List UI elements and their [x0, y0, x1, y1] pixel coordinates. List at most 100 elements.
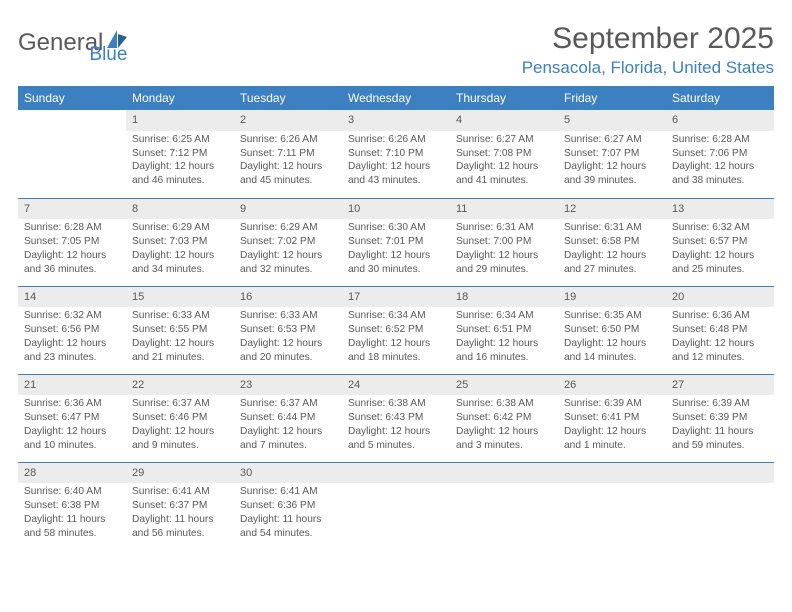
day-details: Sunrise: 6:38 AMSunset: 6:43 PMDaylight:…: [342, 395, 450, 456]
sunset-text: Sunset: 6:53 PM: [240, 323, 336, 337]
daylight-text-1: Daylight: 12 hours: [132, 425, 228, 439]
daylight-text-2: and 27 minutes.: [564, 263, 660, 277]
calendar-cell: 28Sunrise: 6:40 AMSunset: 6:38 PMDayligh…: [18, 462, 126, 550]
daylight-text-2: and 12 minutes.: [672, 351, 768, 365]
month-title: September 2025: [522, 22, 774, 56]
sunset-text: Sunset: 7:05 PM: [24, 235, 120, 249]
day-details: Sunrise: 6:27 AMSunset: 7:08 PMDaylight:…: [450, 131, 558, 192]
day-details: Sunrise: 6:34 AMSunset: 6:52 PMDaylight:…: [342, 307, 450, 368]
sunrise-text: Sunrise: 6:39 AM: [564, 397, 660, 411]
day-details: Sunrise: 6:37 AMSunset: 6:46 PMDaylight:…: [126, 395, 234, 456]
daylight-text-2: and 34 minutes.: [132, 263, 228, 277]
empty-day-bar: [666, 463, 774, 484]
sunset-text: Sunset: 6:39 PM: [672, 411, 768, 425]
daylight-text-1: Daylight: 12 hours: [132, 160, 228, 174]
calendar-cell: 14Sunrise: 6:32 AMSunset: 6:56 PMDayligh…: [18, 286, 126, 374]
sunrise-text: Sunrise: 6:31 AM: [564, 221, 660, 235]
day-details: Sunrise: 6:39 AMSunset: 6:39 PMDaylight:…: [666, 395, 774, 456]
day-details: Sunrise: 6:35 AMSunset: 6:50 PMDaylight:…: [558, 307, 666, 368]
sunset-text: Sunset: 6:55 PM: [132, 323, 228, 337]
daylight-text-2: and 36 minutes.: [24, 263, 120, 277]
calendar-table: Sunday Monday Tuesday Wednesday Thursday…: [18, 86, 774, 550]
day-number: 12: [558, 199, 666, 220]
day-number: 16: [234, 287, 342, 308]
sunset-text: Sunset: 6:58 PM: [564, 235, 660, 249]
day-details: Sunrise: 6:28 AMSunset: 7:05 PMDaylight:…: [18, 219, 126, 280]
daylight-text-1: Daylight: 12 hours: [240, 160, 336, 174]
day-number: 25: [450, 375, 558, 396]
day-number: 28: [18, 463, 126, 484]
calendar-cell: [558, 462, 666, 550]
logo-text-sub: Blue: [89, 44, 127, 66]
daylight-text-2: and 14 minutes.: [564, 351, 660, 365]
day-number: 9: [234, 199, 342, 220]
sunset-text: Sunset: 7:12 PM: [132, 147, 228, 161]
day-details: Sunrise: 6:32 AMSunset: 6:56 PMDaylight:…: [18, 307, 126, 368]
sunset-text: Sunset: 6:57 PM: [672, 235, 768, 249]
day-number: 23: [234, 375, 342, 396]
sunrise-text: Sunrise: 6:32 AM: [672, 221, 768, 235]
day-details: Sunrise: 6:33 AMSunset: 6:55 PMDaylight:…: [126, 307, 234, 368]
daylight-text-1: Daylight: 12 hours: [564, 249, 660, 263]
sunset-text: Sunset: 6:47 PM: [24, 411, 120, 425]
calendar-cell: [666, 462, 774, 550]
daylight-text-2: and 3 minutes.: [456, 439, 552, 453]
calendar-cell: 3Sunrise: 6:26 AMSunset: 7:10 PMDaylight…: [342, 110, 450, 198]
day-details: Sunrise: 6:39 AMSunset: 6:41 PMDaylight:…: [558, 395, 666, 456]
sunrise-text: Sunrise: 6:25 AM: [132, 133, 228, 147]
daylight-text-2: and 1 minute.: [564, 439, 660, 453]
sunset-text: Sunset: 6:50 PM: [564, 323, 660, 337]
calendar-cell: 25Sunrise: 6:38 AMSunset: 6:42 PMDayligh…: [450, 374, 558, 462]
day-number: 6: [666, 110, 774, 131]
day-number: 15: [126, 287, 234, 308]
daylight-text-1: Daylight: 12 hours: [348, 425, 444, 439]
sunrise-text: Sunrise: 6:40 AM: [24, 485, 120, 499]
weekday-header: Wednesday: [342, 86, 450, 110]
day-number: 26: [558, 375, 666, 396]
daylight-text-1: Daylight: 11 hours: [24, 513, 120, 527]
day-number: 3: [342, 110, 450, 131]
calendar-cell: 23Sunrise: 6:37 AMSunset: 6:44 PMDayligh…: [234, 374, 342, 462]
daylight-text-2: and 39 minutes.: [564, 174, 660, 188]
daylight-text-2: and 56 minutes.: [132, 527, 228, 541]
day-number: 18: [450, 287, 558, 308]
sunset-text: Sunset: 6:42 PM: [456, 411, 552, 425]
daylight-text-1: Daylight: 11 hours: [672, 425, 768, 439]
sunrise-text: Sunrise: 6:33 AM: [240, 309, 336, 323]
calendar-cell: 27Sunrise: 6:39 AMSunset: 6:39 PMDayligh…: [666, 374, 774, 462]
daylight-text-1: Daylight: 12 hours: [672, 160, 768, 174]
calendar-cell: 9Sunrise: 6:29 AMSunset: 7:02 PMDaylight…: [234, 198, 342, 286]
daylight-text-2: and 58 minutes.: [24, 527, 120, 541]
daylight-text-1: Daylight: 12 hours: [456, 160, 552, 174]
calendar-cell: 8Sunrise: 6:29 AMSunset: 7:03 PMDaylight…: [126, 198, 234, 286]
calendar-cell: 26Sunrise: 6:39 AMSunset: 6:41 PMDayligh…: [558, 374, 666, 462]
day-number: 20: [666, 287, 774, 308]
day-details: Sunrise: 6:29 AMSunset: 7:02 PMDaylight:…: [234, 219, 342, 280]
day-number: 7: [18, 199, 126, 220]
sunrise-text: Sunrise: 6:32 AM: [24, 309, 120, 323]
day-details: Sunrise: 6:36 AMSunset: 6:48 PMDaylight:…: [666, 307, 774, 368]
calendar-row: 28Sunrise: 6:40 AMSunset: 6:38 PMDayligh…: [18, 462, 774, 550]
empty-day-bar: [450, 463, 558, 484]
day-number: 27: [666, 375, 774, 396]
weekday-header: Tuesday: [234, 86, 342, 110]
daylight-text-2: and 7 minutes.: [240, 439, 336, 453]
daylight-text-2: and 46 minutes.: [132, 174, 228, 188]
sunset-text: Sunset: 7:00 PM: [456, 235, 552, 249]
day-number: 10: [342, 199, 450, 220]
day-number: 8: [126, 199, 234, 220]
day-number: 1: [126, 110, 234, 131]
daylight-text-1: Daylight: 11 hours: [132, 513, 228, 527]
sunset-text: Sunset: 6:51 PM: [456, 323, 552, 337]
daylight-text-2: and 20 minutes.: [240, 351, 336, 365]
sunrise-text: Sunrise: 6:36 AM: [672, 309, 768, 323]
calendar-cell: 24Sunrise: 6:38 AMSunset: 6:43 PMDayligh…: [342, 374, 450, 462]
daylight-text-2: and 43 minutes.: [348, 174, 444, 188]
day-number: 4: [450, 110, 558, 131]
calendar-cell: 30Sunrise: 6:41 AMSunset: 6:36 PMDayligh…: [234, 462, 342, 550]
sunrise-text: Sunrise: 6:26 AM: [348, 133, 444, 147]
day-number: 17: [342, 287, 450, 308]
daylight-text-2: and 54 minutes.: [240, 527, 336, 541]
day-number: 30: [234, 463, 342, 484]
sunset-text: Sunset: 6:37 PM: [132, 499, 228, 513]
